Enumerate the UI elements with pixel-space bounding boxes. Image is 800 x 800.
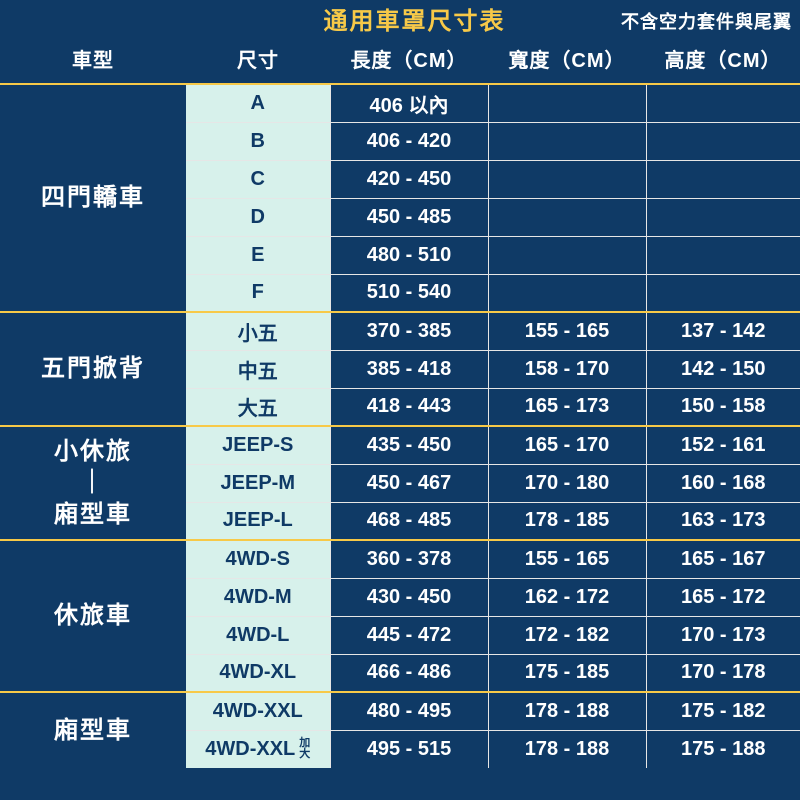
width-cell: 162 - 172 (488, 578, 646, 616)
length-cell: 510 - 540 (330, 274, 488, 312)
width-cell: 175 - 185 (488, 654, 646, 692)
length-cell: 495 - 515 (330, 730, 488, 768)
chart-title: 通用車罩尺寸表 (208, 1, 621, 36)
height-cell: 170 - 173 (646, 616, 800, 654)
size-cell: D (186, 198, 330, 236)
size-cell: 4WD-L (186, 616, 330, 654)
table-row: 四門轎車A406 以內 (0, 84, 800, 122)
length-cell: 445 - 472 (330, 616, 488, 654)
height-cell: 142 - 150 (646, 350, 800, 388)
length-cell: 466 - 486 (330, 654, 488, 692)
size-cell: JEEP-S (186, 426, 330, 464)
category-cell: 五門掀背 (0, 312, 186, 426)
col-length: 長度（CM） (330, 36, 488, 84)
header-row: 車型 尺寸 長度（CM） 寬度（CM） 高度（CM） (0, 36, 800, 84)
size-cell: 4WD-M (186, 578, 330, 616)
col-height: 高度（CM） (646, 36, 800, 84)
height-cell: 137 - 142 (646, 312, 800, 350)
table-row: 五門掀背小五370 - 385155 - 165137 - 142 (0, 312, 800, 350)
height-cell (646, 274, 800, 312)
length-cell: 450 - 467 (330, 464, 488, 502)
table-row: 休旅車4WD-S360 - 378155 - 165165 - 167 (0, 540, 800, 578)
width-cell (488, 160, 646, 198)
length-cell: 385 - 418 (330, 350, 488, 388)
size-cell: C (186, 160, 330, 198)
category-cell: 廂型車 (0, 692, 186, 768)
size-cell: 小五 (186, 312, 330, 350)
category-cell: 休旅車 (0, 540, 186, 692)
height-cell (646, 122, 800, 160)
length-cell: 370 - 385 (330, 312, 488, 350)
length-cell: 480 - 495 (330, 692, 488, 730)
height-cell (646, 84, 800, 122)
width-cell: 165 - 170 (488, 426, 646, 464)
width-cell: 178 - 185 (488, 502, 646, 540)
width-cell (488, 122, 646, 160)
chart-note: 不含空力套件與尾翼 (621, 8, 792, 36)
length-cell: 420 - 450 (330, 160, 488, 198)
length-cell: 406 以內 (330, 84, 488, 122)
width-cell: 170 - 180 (488, 464, 646, 502)
height-cell: 160 - 168 (646, 464, 800, 502)
size-cell: JEEP-L (186, 502, 330, 540)
size-cell: 4WD-S (186, 540, 330, 578)
height-cell: 175 - 188 (646, 730, 800, 768)
height-cell (646, 198, 800, 236)
col-model: 車型 (0, 36, 186, 84)
size-cell: E (186, 236, 330, 274)
table-row: 小休旅｜廂型車JEEP-S435 - 450165 - 170152 - 161 (0, 426, 800, 464)
col-size: 尺寸 (186, 36, 330, 84)
length-cell: 406 - 420 (330, 122, 488, 160)
length-cell: 360 - 378 (330, 540, 488, 578)
size-chart: 通用車罩尺寸表 不含空力套件與尾翼 車型 尺寸 長度（CM） 寬度（CM） 高度… (0, 0, 800, 800)
table-row: 廂型車4WD-XXL480 - 495178 - 188175 - 182 (0, 692, 800, 730)
size-cell: JEEP-M (186, 464, 330, 502)
size-table: 車型 尺寸 長度（CM） 寬度（CM） 高度（CM） 四門轎車A406 以內B4… (0, 36, 800, 768)
size-cell: 大五 (186, 388, 330, 426)
category-cell: 小休旅｜廂型車 (0, 426, 186, 540)
length-cell: 418 - 443 (330, 388, 488, 426)
size-cell: 中五 (186, 350, 330, 388)
length-cell: 468 - 485 (330, 502, 488, 540)
width-cell (488, 274, 646, 312)
width-cell: 178 - 188 (488, 730, 646, 768)
width-cell (488, 84, 646, 122)
height-cell (646, 160, 800, 198)
height-cell: 170 - 178 (646, 654, 800, 692)
length-cell: 430 - 450 (330, 578, 488, 616)
height-cell: 163 - 173 (646, 502, 800, 540)
width-cell: 165 - 173 (488, 388, 646, 426)
width-cell: 178 - 188 (488, 692, 646, 730)
width-cell (488, 198, 646, 236)
height-cell (646, 236, 800, 274)
size-cell: 4WD-XL (186, 654, 330, 692)
width-cell: 172 - 182 (488, 616, 646, 654)
col-width: 寬度（CM） (488, 36, 646, 84)
height-cell: 175 - 182 (646, 692, 800, 730)
length-cell: 450 - 485 (330, 198, 488, 236)
title-bar: 通用車罩尺寸表 不含空力套件與尾翼 (0, 0, 800, 36)
size-cell: F (186, 274, 330, 312)
category-cell: 四門轎車 (0, 84, 186, 312)
height-cell: 150 - 158 (646, 388, 800, 426)
width-cell: 158 - 170 (488, 350, 646, 388)
size-cell: 4WD-XXL加大 (186, 730, 330, 768)
size-cell: 4WD-XXL (186, 692, 330, 730)
length-cell: 435 - 450 (330, 426, 488, 464)
height-cell: 165 - 172 (646, 578, 800, 616)
height-cell: 165 - 167 (646, 540, 800, 578)
size-cell: A (186, 84, 330, 122)
width-cell: 155 - 165 (488, 540, 646, 578)
height-cell: 152 - 161 (646, 426, 800, 464)
size-cell: B (186, 122, 330, 160)
width-cell (488, 236, 646, 274)
width-cell: 155 - 165 (488, 312, 646, 350)
length-cell: 480 - 510 (330, 236, 488, 274)
